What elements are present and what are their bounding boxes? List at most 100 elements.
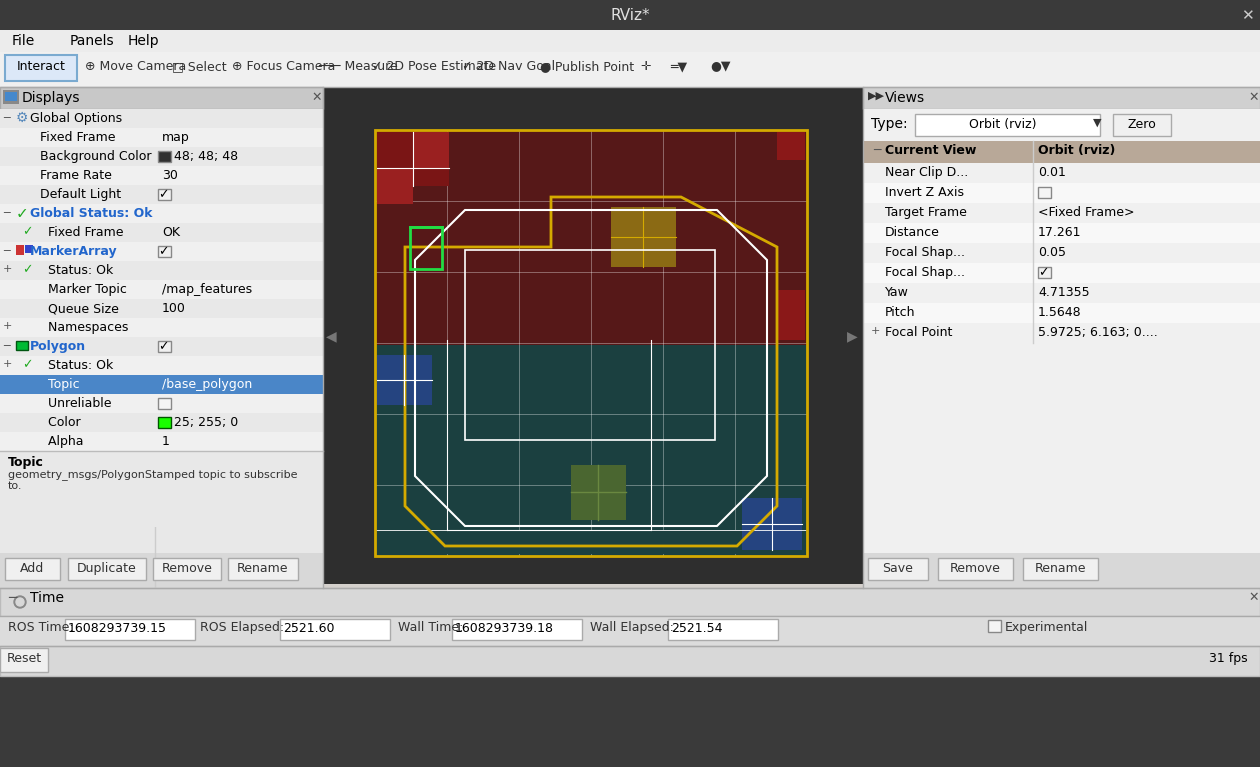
Bar	[0, 648, 48, 672]
Bar	[413, 168, 449, 186]
Bar	[863, 243, 1260, 263]
Bar	[5, 558, 60, 580]
Text: <Fixed Frame>: <Fixed Frame>	[1038, 206, 1134, 219]
Bar	[0, 185, 323, 204]
Text: ✓: ✓	[158, 340, 169, 353]
Text: ✓: ✓	[158, 245, 169, 258]
Bar	[0, 553, 323, 588]
Text: ▼: ▼	[1092, 118, 1101, 128]
Text: 30: 30	[163, 169, 178, 182]
Text: Focal Shap...: Focal Shap...	[885, 266, 965, 279]
Text: Panels: Panels	[71, 34, 115, 48]
Text: Default Light: Default Light	[40, 188, 121, 201]
Bar	[0, 394, 323, 413]
Bar	[377, 132, 413, 168]
Text: Remove: Remove	[950, 562, 1000, 575]
Text: +: +	[3, 264, 13, 274]
Text: +: +	[3, 359, 13, 369]
Text: Interact: Interact	[16, 60, 66, 73]
Bar	[863, 163, 1260, 183]
Text: Help: Help	[129, 34, 160, 48]
Bar	[863, 303, 1260, 323]
Bar	[0, 646, 1260, 676]
Bar	[988, 620, 1000, 632]
Text: 1.5648: 1.5648	[1038, 306, 1081, 319]
Bar	[0, 30, 1260, 52]
Text: ● Publish Point: ● Publish Point	[541, 60, 634, 73]
Text: Target Frame: Target Frame	[885, 206, 966, 219]
Text: OK: OK	[163, 226, 180, 239]
Text: Current View: Current View	[885, 144, 976, 157]
Bar	[0, 413, 323, 432]
Text: ✓: ✓	[21, 263, 33, 276]
Text: Namespaces: Namespaces	[40, 321, 129, 334]
Text: +: +	[3, 321, 13, 331]
Text: Global Options: Global Options	[30, 112, 122, 125]
Bar	[0, 87, 323, 588]
Bar	[742, 498, 803, 550]
Bar	[158, 246, 171, 257]
Bar	[0, 280, 323, 299]
Bar	[863, 263, 1260, 283]
Bar	[0, 204, 323, 223]
Text: Rename: Rename	[1034, 562, 1086, 575]
Bar	[571, 465, 626, 520]
Text: Yaw: Yaw	[885, 286, 908, 299]
Text: ✓ 2D Nav Goal: ✓ 2D Nav Goal	[462, 60, 556, 73]
Text: 100: 100	[163, 302, 186, 315]
Bar	[375, 130, 806, 556]
Text: Orbit (rviz): Orbit (rviz)	[969, 118, 1037, 131]
Text: Polygon: Polygon	[30, 340, 86, 353]
Text: MarkerArray: MarkerArray	[30, 245, 117, 258]
Bar	[0, 242, 323, 261]
Bar	[863, 183, 1260, 203]
Text: RViz*: RViz*	[610, 8, 650, 23]
Text: Marker Topic: Marker Topic	[40, 283, 127, 296]
Bar	[410, 227, 442, 269]
Text: ─── Measure: ─── Measure	[318, 60, 398, 73]
Bar	[280, 619, 391, 640]
Bar	[0, 356, 323, 375]
Text: Fixed Frame: Fixed Frame	[40, 131, 116, 144]
Text: Duplicate: Duplicate	[77, 562, 137, 575]
Text: Invert Z Axis: Invert Z Axis	[885, 186, 964, 199]
Text: Queue Size: Queue Size	[40, 302, 118, 315]
Bar	[1038, 187, 1051, 198]
Text: ✛: ✛	[640, 60, 650, 73]
Text: Frame Rate: Frame Rate	[40, 169, 112, 182]
Text: Wall Elapsed:: Wall Elapsed:	[590, 621, 674, 634]
Text: Status: Ok: Status: Ok	[40, 359, 113, 372]
Bar	[158, 417, 171, 428]
Text: Unreliable: Unreliable	[40, 397, 111, 410]
Bar	[0, 52, 1260, 87]
Text: 4.71355: 4.71355	[1038, 286, 1090, 299]
Text: Displays: Displays	[21, 91, 81, 105]
Text: Zero: Zero	[1128, 118, 1157, 131]
Text: ─: ─	[3, 112, 10, 122]
Bar	[0, 299, 323, 318]
Bar	[377, 168, 413, 204]
Bar	[0, 147, 323, 166]
Bar	[937, 558, 1013, 580]
Text: ─: ─	[3, 245, 10, 255]
Bar	[863, 283, 1260, 303]
Bar	[228, 558, 299, 580]
Bar	[0, 0, 1260, 30]
Text: Near Clip D...: Near Clip D...	[885, 166, 968, 179]
Text: 0.01: 0.01	[1038, 166, 1066, 179]
Text: File: File	[13, 34, 35, 48]
Text: ROS Time:: ROS Time:	[8, 621, 73, 634]
Text: ✓: ✓	[21, 225, 33, 238]
Text: 48; 48; 48: 48; 48; 48	[174, 150, 238, 163]
Bar	[863, 323, 1260, 343]
Text: Save: Save	[882, 562, 914, 575]
Bar	[868, 558, 929, 580]
Text: ─: ─	[3, 340, 10, 350]
Bar	[863, 203, 1260, 223]
Text: /base_polygon: /base_polygon	[163, 378, 252, 391]
Bar	[323, 87, 863, 584]
Text: ⊕ Move Camera: ⊕ Move Camera	[84, 60, 186, 73]
Text: Topic: Topic	[40, 378, 79, 391]
Bar	[863, 141, 1260, 163]
Circle shape	[16, 598, 24, 606]
